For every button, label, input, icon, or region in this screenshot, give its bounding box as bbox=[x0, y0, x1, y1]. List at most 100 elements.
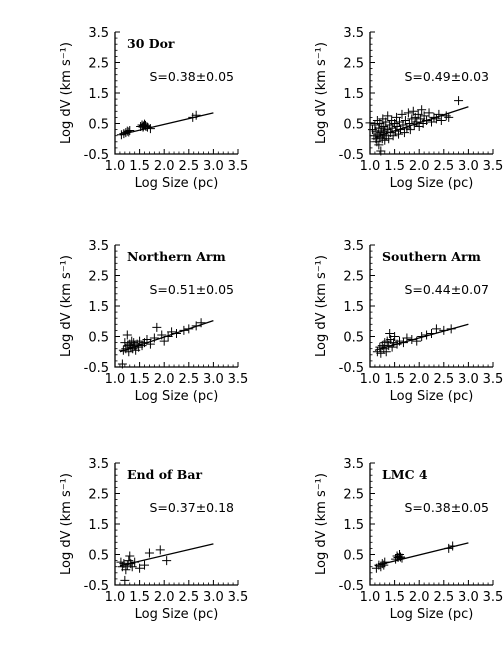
x-tick-label: 1.0 bbox=[360, 372, 381, 387]
x-tick-label: 1.0 bbox=[105, 590, 126, 605]
x-axis-label: Log Size (pc) bbox=[135, 176, 219, 191]
x-tick-label: 2.5 bbox=[433, 159, 454, 174]
data-point bbox=[122, 126, 132, 136]
y-tick-label: 1.5 bbox=[343, 87, 364, 102]
data-point bbox=[388, 131, 398, 141]
data-point bbox=[135, 336, 145, 346]
data-point bbox=[405, 125, 415, 135]
y-tick-label: 0.5 bbox=[88, 331, 109, 346]
data-point bbox=[381, 347, 391, 357]
y-tick-label: -0.5 bbox=[339, 579, 364, 594]
data-point bbox=[404, 119, 414, 128]
x-tick-label: 2.0 bbox=[409, 372, 430, 387]
x-axis-label: Log Size (pc) bbox=[390, 176, 474, 191]
x-tick-label: 1.5 bbox=[384, 372, 405, 387]
data-point bbox=[399, 128, 409, 138]
data-point bbox=[408, 106, 418, 116]
y-tick-label: 2.5 bbox=[343, 57, 364, 72]
x-axis-label: Log Size (pc) bbox=[135, 389, 219, 404]
data-point bbox=[120, 575, 130, 585]
data-point bbox=[424, 108, 434, 118]
x-tick-label: 2.0 bbox=[409, 159, 430, 174]
x-tick-label: 3.0 bbox=[458, 159, 479, 174]
panel-title: LMC 4 bbox=[382, 467, 428, 482]
x-tick-label: 2.5 bbox=[178, 590, 199, 605]
data-point bbox=[422, 115, 432, 125]
y-axis-label: Log dV (km s⁻¹) bbox=[59, 255, 74, 357]
data-point bbox=[380, 126, 390, 136]
data-point bbox=[431, 324, 441, 334]
y-tick-label: 0.5 bbox=[343, 118, 364, 133]
x-tick-label: 2.0 bbox=[409, 590, 430, 605]
panel-title: 30 Dor bbox=[127, 36, 175, 51]
data-point bbox=[387, 342, 397, 352]
data-point bbox=[196, 318, 206, 328]
slope-annotation: S=0.44±0.07 bbox=[404, 282, 489, 297]
y-tick-label: 1.5 bbox=[88, 300, 109, 315]
data-point bbox=[191, 110, 201, 120]
y-axis-label: Log dV (km s⁻¹) bbox=[59, 473, 74, 575]
x-tick-label: 2.5 bbox=[178, 159, 199, 174]
x-tick-label: 3.5 bbox=[483, 372, 504, 387]
data-point bbox=[383, 111, 393, 121]
panel-title: Southern Arm bbox=[382, 249, 481, 264]
data-point bbox=[417, 332, 427, 341]
data-point bbox=[434, 109, 444, 119]
data-point bbox=[130, 557, 140, 567]
data-point bbox=[392, 112, 402, 122]
data-point bbox=[395, 336, 405, 346]
data-point bbox=[118, 345, 128, 355]
data-point bbox=[407, 335, 417, 345]
data-point bbox=[394, 129, 404, 139]
x-tick-label: 1.5 bbox=[129, 372, 150, 387]
y-tick-label: 0.5 bbox=[88, 118, 109, 133]
y-tick-label: -0.5 bbox=[84, 579, 109, 594]
data-point bbox=[436, 115, 446, 125]
data-point bbox=[376, 128, 386, 138]
data-point bbox=[417, 105, 427, 115]
slope-annotation: S=0.49±0.03 bbox=[404, 69, 489, 84]
slope-annotation: S=0.38±0.05 bbox=[404, 500, 489, 515]
data-point bbox=[429, 112, 439, 122]
y-tick-label: 3.5 bbox=[88, 457, 109, 472]
data-point bbox=[125, 551, 135, 561]
y-tick-label: 0.5 bbox=[343, 549, 364, 564]
data-point bbox=[365, 118, 375, 128]
y-tick-label: 1.5 bbox=[88, 518, 109, 533]
data-point bbox=[145, 339, 155, 349]
data-point bbox=[172, 328, 181, 338]
data-point bbox=[402, 333, 412, 343]
data-point bbox=[145, 124, 155, 134]
data-point bbox=[395, 550, 405, 559]
y-tick-label: 1.5 bbox=[343, 518, 364, 533]
y-axis-label: Log dV (km s⁻¹) bbox=[59, 42, 74, 144]
data-point bbox=[184, 324, 194, 334]
y-tick-label: 3.5 bbox=[343, 239, 364, 254]
x-tick-label: 1.0 bbox=[105, 159, 126, 174]
data-point bbox=[116, 130, 126, 140]
x-tick-label: 1.0 bbox=[360, 590, 381, 605]
slope-annotation: S=0.37±0.18 bbox=[149, 500, 234, 515]
data-point bbox=[142, 335, 152, 345]
data-point bbox=[431, 114, 441, 124]
x-tick-label: 3.5 bbox=[483, 590, 504, 605]
y-tick-label: 3.5 bbox=[343, 26, 364, 41]
data-point bbox=[403, 108, 413, 118]
data-point bbox=[167, 327, 177, 337]
data-point bbox=[152, 322, 162, 332]
data-point bbox=[149, 333, 159, 343]
x-tick-label: 1.5 bbox=[384, 590, 405, 605]
y-tick-label: 1.5 bbox=[343, 300, 364, 315]
data-point bbox=[448, 541, 458, 551]
data-point bbox=[427, 117, 436, 127]
data-point bbox=[454, 96, 464, 106]
y-tick-label: 3.5 bbox=[88, 26, 109, 41]
x-tick-label: 3.5 bbox=[228, 590, 249, 605]
data-point bbox=[126, 342, 136, 352]
data-point bbox=[446, 324, 456, 334]
x-tick-label: 3.5 bbox=[228, 159, 249, 174]
y-tick-label: -0.5 bbox=[84, 361, 109, 376]
data-point bbox=[441, 111, 451, 121]
